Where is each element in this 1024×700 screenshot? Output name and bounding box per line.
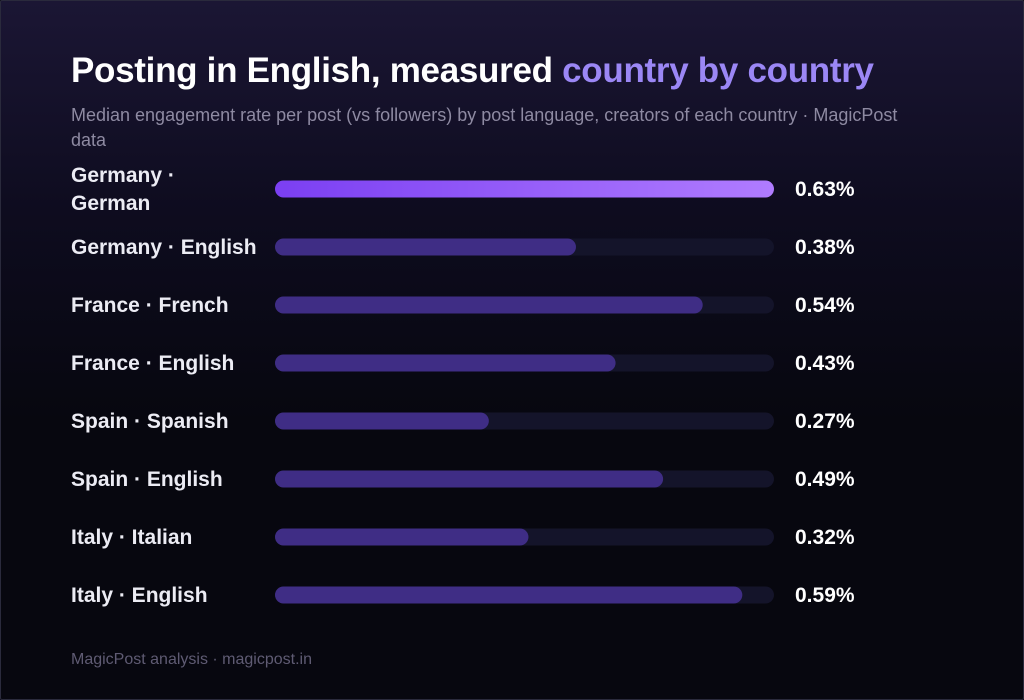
bar (275, 296, 703, 314)
category-label: Italy · Italian (71, 526, 192, 549)
chart-title-main: Posting in English, measured (71, 51, 563, 90)
value-label: 0.38% (795, 236, 855, 259)
chart-subtitle: Median engagement rate per post (vs foll… (71, 105, 898, 150)
bar-row: Germany · German 0.63% (71, 164, 855, 215)
bar (275, 528, 529, 546)
bar-row: Spain · Spanish 0.27% (71, 410, 855, 433)
category-label: Germany · German (71, 164, 175, 215)
chart-title-accent: country by country (562, 51, 874, 90)
value-label: 0.49% (795, 468, 855, 491)
footer-credit: MagicPost analysis · magicpost.in (71, 651, 312, 668)
category-label: France · English (71, 352, 234, 375)
bars-group: Germany · German 0.63% Germany · English 0.3… (71, 164, 855, 607)
category-label: France · French (71, 294, 229, 317)
category-label: Germany · English (71, 236, 257, 259)
bar-row: Italy · Italian 0.32% (71, 526, 855, 549)
bar (275, 586, 743, 604)
value-label: 0.43% (795, 352, 855, 375)
value-label: 0.54% (795, 294, 855, 317)
bar (275, 412, 489, 430)
category-label: Spain · Spanish (71, 410, 229, 433)
bar-row: France · English 0.43% (71, 352, 855, 375)
bar-row: Italy · English 0.59% (71, 584, 855, 607)
bar-row: France · French 0.54% (71, 294, 855, 317)
bar (275, 238, 576, 256)
category-label: Italy · English (71, 584, 208, 607)
bar (275, 180, 774, 198)
value-label: 0.59% (795, 584, 855, 607)
chart-title: Posting in English, measured country by … (71, 51, 874, 91)
value-label: 0.32% (795, 526, 855, 549)
value-label: 0.27% (795, 410, 855, 433)
bar-row: Spain · English 0.49% (71, 468, 855, 491)
bar-row: Germany · English 0.38% (71, 236, 855, 259)
bar (275, 470, 664, 488)
value-label: 0.63% (795, 178, 855, 201)
bar (275, 354, 616, 372)
category-label: Spain · English (71, 468, 223, 491)
